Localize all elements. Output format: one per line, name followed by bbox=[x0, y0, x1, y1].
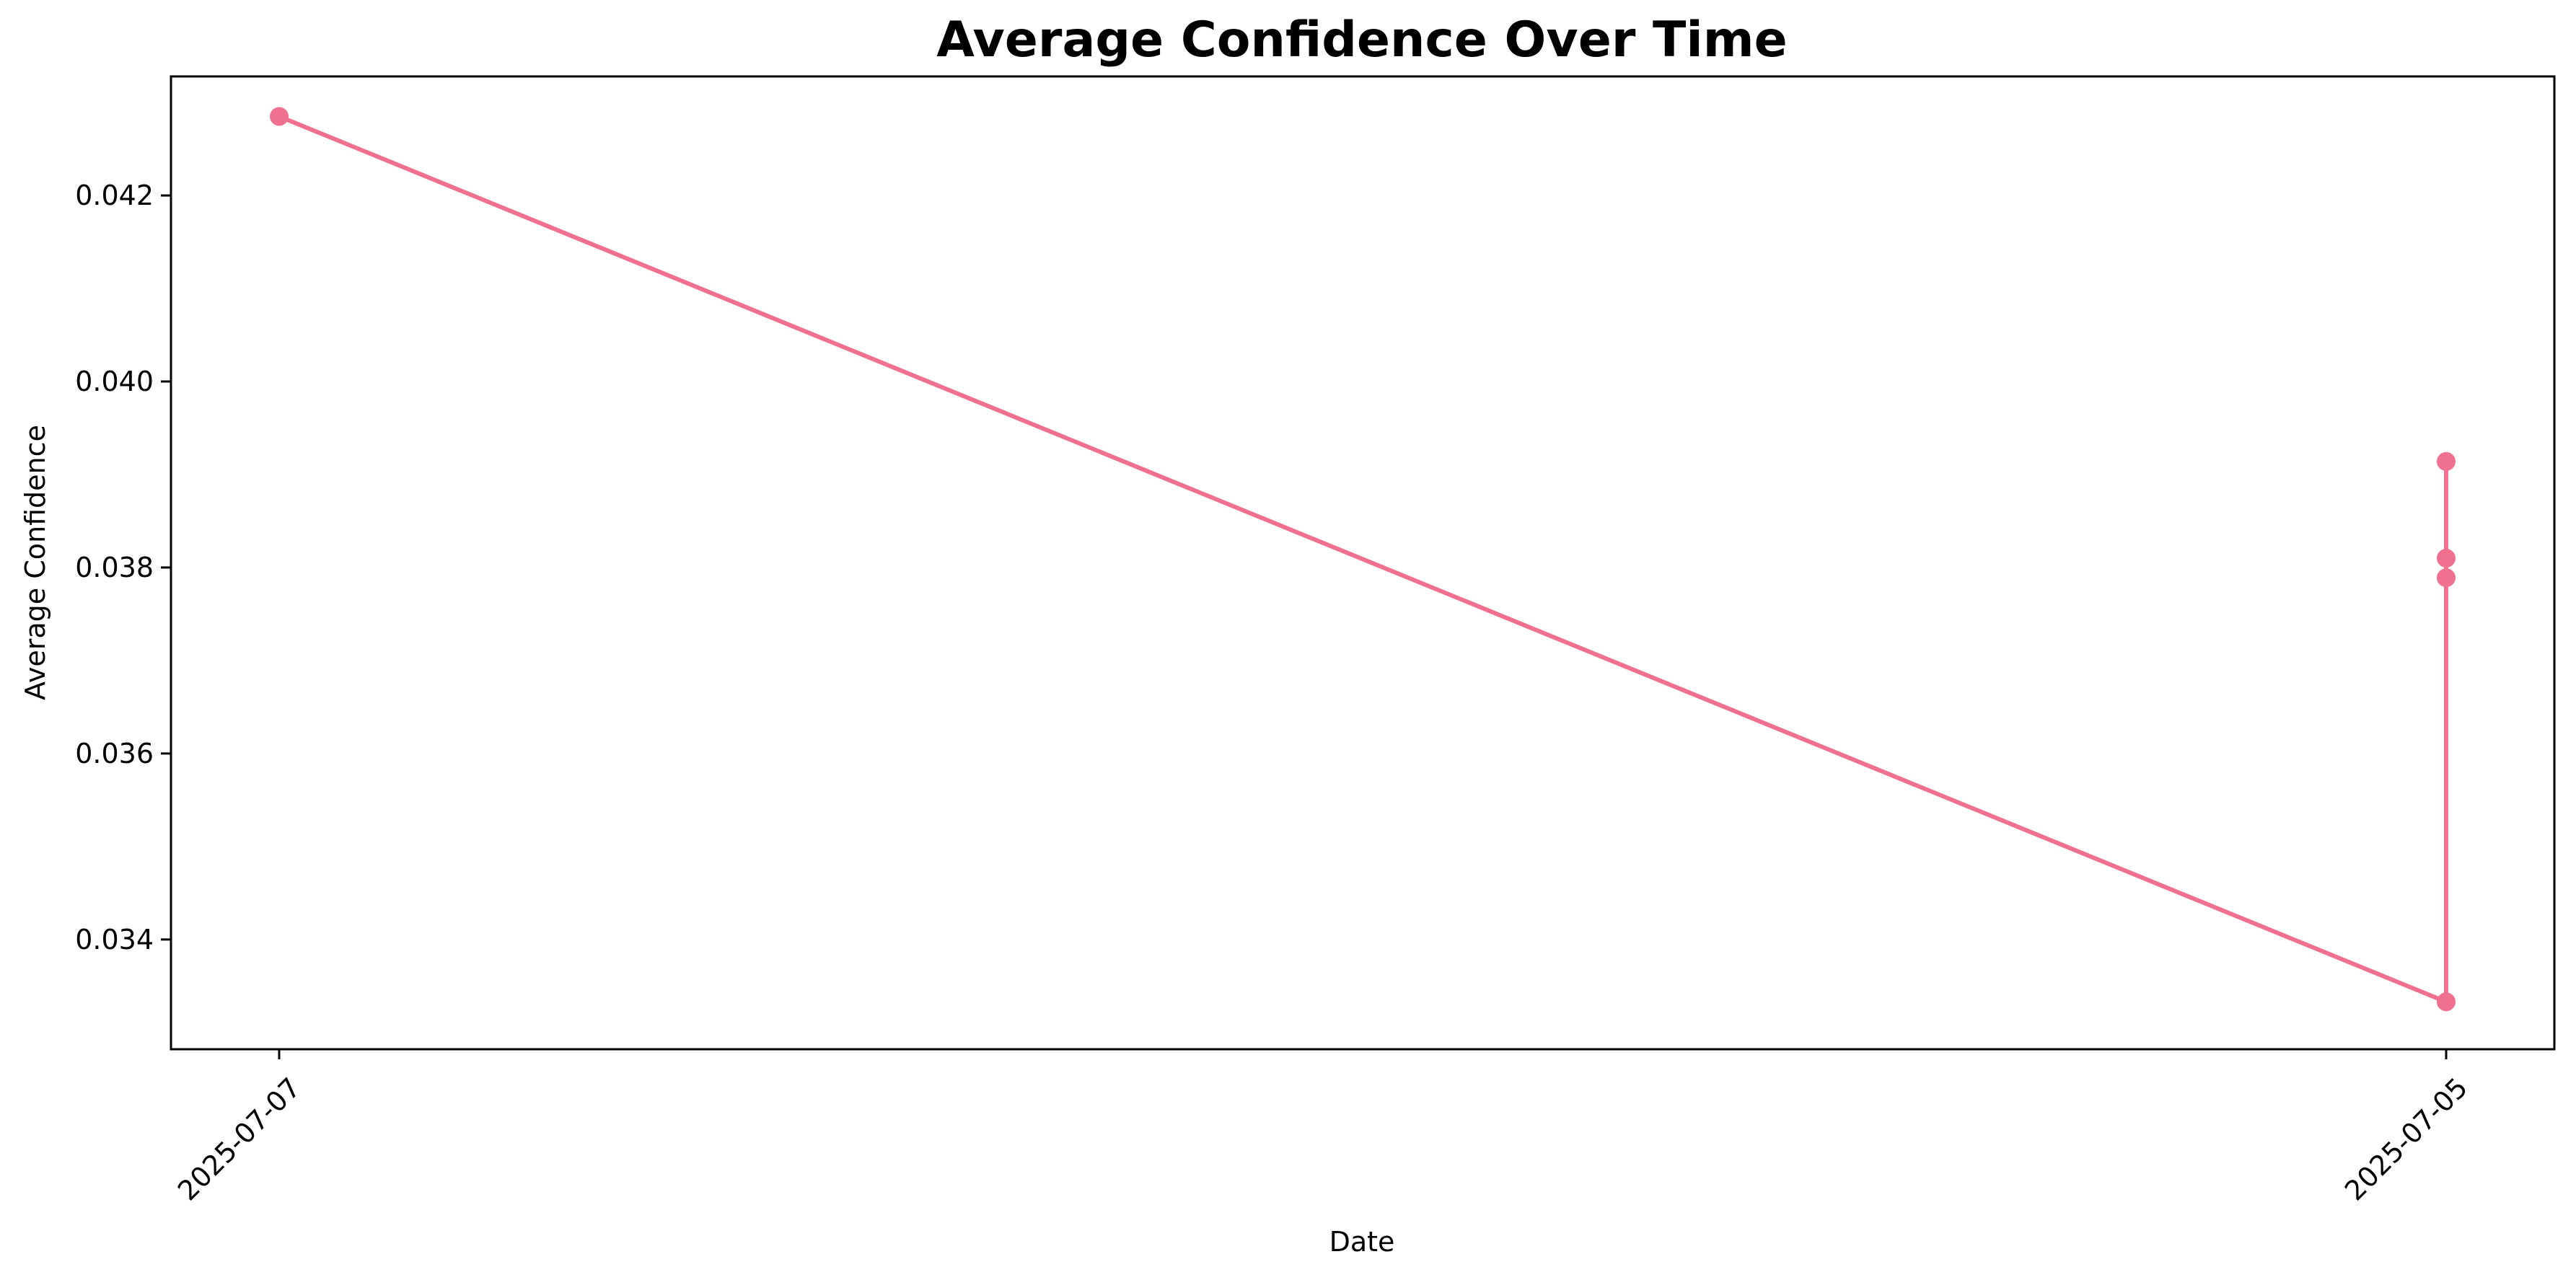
data-point bbox=[2437, 568, 2456, 588]
y-tick-label: 0.038 bbox=[75, 552, 154, 583]
data-point bbox=[2437, 992, 2456, 1012]
plot-area-frame bbox=[170, 75, 2556, 1051]
x-axis-label: Date bbox=[1329, 1226, 1395, 1258]
chart-title: Average Confidence Over Time bbox=[936, 12, 1787, 69]
series-layer bbox=[270, 107, 2456, 1012]
data-point bbox=[2437, 549, 2456, 568]
y-axis: 0.034 0.036 0.038 0.040 0.042 bbox=[75, 180, 171, 955]
y-tick-label: 0.040 bbox=[75, 366, 154, 397]
y-axis-label: Average Confidence bbox=[19, 425, 51, 700]
y-tick-label: 0.034 bbox=[75, 924, 154, 955]
series-line bbox=[277, 114, 2448, 1005]
data-point bbox=[2437, 451, 2456, 471]
data-point bbox=[270, 107, 289, 126]
x-tick-label: 2025-07-07 bbox=[172, 1072, 307, 1206]
y-tick-label: 0.036 bbox=[75, 738, 154, 769]
y-tick-label: 0.042 bbox=[75, 180, 154, 211]
x-tick-label: 2025-07-05 bbox=[2339, 1072, 2474, 1206]
x-axis: 2025-07-07 2025-07-05 bbox=[172, 1049, 2474, 1206]
